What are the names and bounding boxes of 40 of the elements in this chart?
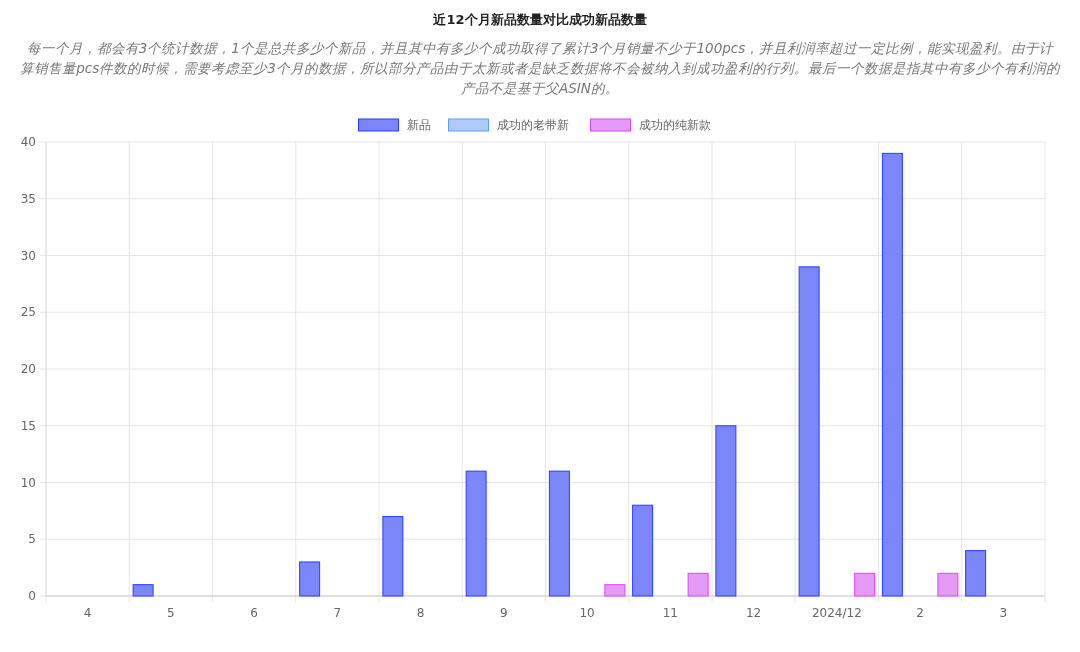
x-tick-label: 9 [500, 606, 508, 620]
y-tick-label: 5 [28, 532, 36, 547]
chart-title: 近12个月新品数量对比成功新品数量 [432, 12, 647, 27]
x-tick-label: 11 [662, 606, 679, 620]
bar [881, 152, 903, 597]
x-tick-label: 4 [83, 606, 92, 620]
legend-label: 成功的老带新 [496, 118, 569, 133]
legend-label: 新品 [406, 118, 431, 133]
chart-subtitle: 每一个月，都会有3个统计数据，1个是总共多少个新品，并且其中有多少个成功取得了累计3个月销量不少于100pcs，并且利润率超过一定比例，能实现盈利。由于计算销售量pcs件数的时候，需要考虑至少3个月的数据，所以部分产品由于太新或者是缺乏数据将不会被纳入到成功盈利的行列。最后一个数据是指其中有多少个有利润的产品不是基于父ASIN的。 [20, 39, 1060, 98]
bar [854, 572, 876, 597]
bar [299, 561, 321, 597]
y-tick-label: 35 [20, 191, 36, 206]
x-tick-label: 6 [250, 606, 258, 620]
bar [604, 584, 626, 597]
bar [715, 425, 737, 597]
bar [937, 572, 959, 597]
bar [687, 572, 709, 597]
y-tick-label: 15 [20, 418, 36, 433]
bar [798, 266, 820, 597]
x-tick-label: 7 [333, 606, 342, 620]
y-tick-label: 30 [20, 248, 36, 263]
x-tick-label: 8 [416, 606, 425, 620]
bar [965, 550, 987, 597]
bar [548, 470, 570, 597]
y-tick-label: 40 [20, 135, 36, 150]
x-tick-label: 2 [916, 606, 924, 620]
y-tick-label: 25 [20, 305, 36, 320]
bar [465, 470, 487, 597]
y-tick-label: 10 [20, 475, 36, 490]
x-tick-label: 3 [999, 606, 1008, 620]
bar [382, 516, 404, 597]
x-tick-label: 5 [167, 606, 175, 620]
legend-label: 成功的纯新款 [638, 118, 711, 133]
y-tick-label: 20 [20, 362, 36, 377]
x-tick-label: 12 [745, 606, 762, 620]
x-tick-label: 10 [579, 606, 595, 620]
x-tick-label: 2024/12 [811, 606, 862, 620]
bar [132, 584, 154, 597]
y-tick-label: 0 [28, 589, 36, 604]
bar [632, 504, 654, 597]
